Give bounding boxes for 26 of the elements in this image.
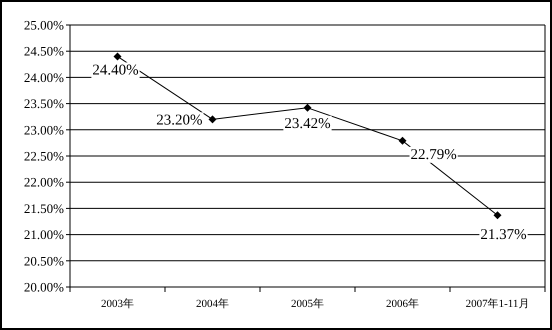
point [304,104,312,112]
y-tick-label: 24.50% [24,44,64,59]
x-tick-label: 2006年 [386,298,419,310]
point [114,52,122,60]
y-tick-label: 21.50% [24,200,64,216]
x-tick-label: 2004年 [196,298,229,310]
y-tick-label: 24.00% [24,70,64,85]
data-label: 22.79% [410,146,457,163]
data-label: 23.20% [156,112,202,128]
y-tick-label: 25.00% [24,18,64,32]
x-tick-label: 2003年 [101,298,134,310]
y-tick-label: 23.50% [24,96,64,112]
y-tick-label: 23.00% [24,122,64,138]
point [398,136,406,145]
y-tick-label: 20.00% [24,280,64,294]
y-tick-label: 22.50% [24,148,64,164]
y-tick-label: 21.00% [24,227,64,242]
data-label: 23.42% [284,116,331,132]
y-tick-label: 20.50% [24,253,64,268]
x-tick-label: 2007年1-11月 [466,298,530,310]
y-tick-label: 22.00% [24,174,64,190]
point [208,115,216,124]
point [494,211,502,220]
data-label: 24.40% [92,62,139,78]
x-tick-label: 2005年 [291,298,324,310]
data-label: 21.37% [480,227,527,244]
